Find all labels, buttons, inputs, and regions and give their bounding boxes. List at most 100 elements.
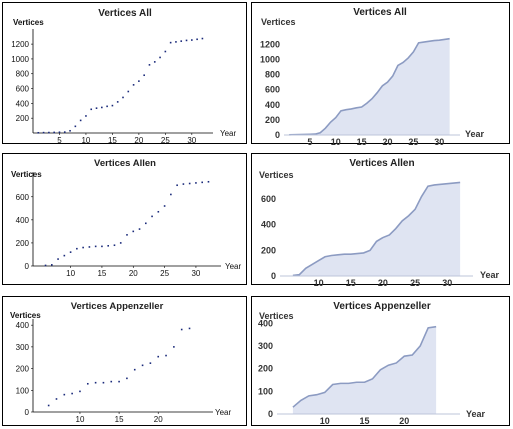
panel-all-scatter: Vertices All Vertices Year 200 400 600 800 1000… xyxy=(2,2,247,145)
data-point xyxy=(132,230,135,233)
data-point xyxy=(151,215,153,218)
panel-appenzeller-area: Vertices Appenzeller Vertices Year 0 100 200 3… xyxy=(251,296,510,426)
data-point xyxy=(118,380,120,383)
data-point xyxy=(69,129,71,132)
data-point xyxy=(74,125,77,128)
y-tick-label: 800 xyxy=(265,70,280,80)
chart-allen-area: Vertices Allen Vertices Year 0 200 400 600 10 15… xyxy=(259,158,500,286)
panel-appenzeller-scatter: Vertices Appenzeller Vertices Year 0 100 200 3… xyxy=(2,296,247,426)
x-tick-label: 15 xyxy=(357,137,367,145)
data-point xyxy=(101,245,103,248)
x-tick-label: 30 xyxy=(434,137,444,145)
data-point xyxy=(165,354,167,357)
panel-all-area: Vertices All Vertices Year 0 200 400 600 800 100… xyxy=(251,2,510,145)
chart-title: Vertices Appenzeller xyxy=(333,301,431,312)
y-tick-label: 200 xyxy=(16,239,30,248)
data-point xyxy=(157,210,160,213)
data-point xyxy=(149,362,152,364)
x-tick-label: 5 xyxy=(57,136,62,145)
x-tick-label: 5 xyxy=(307,137,312,145)
data-point xyxy=(48,131,50,134)
data-point xyxy=(132,84,135,86)
series-line xyxy=(292,181,461,277)
x-tick-label: 20 xyxy=(399,416,409,426)
x-axis-label: Year xyxy=(466,409,486,419)
data-point xyxy=(176,184,178,187)
y-axis-label: Vertices xyxy=(259,311,294,321)
data-point xyxy=(148,64,151,66)
data-point xyxy=(71,392,73,395)
data-point xyxy=(191,39,193,41)
y-axis-label: Vertices xyxy=(13,18,44,27)
y-tick-label: 300 xyxy=(16,343,30,352)
x-tick-label: 30 xyxy=(442,278,452,286)
chart-title: Vertices Appenzeller xyxy=(71,301,164,312)
data-point xyxy=(159,56,161,59)
data-point xyxy=(169,41,172,44)
x-tick-label: 20 xyxy=(383,137,393,145)
y-tick-label: 600 xyxy=(16,85,30,94)
x-tick-label: 25 xyxy=(160,269,169,278)
x-tick-label: 10 xyxy=(314,278,324,286)
data-point xyxy=(133,368,136,371)
panel-allen-scatter: Vertices Allen Vertices Year 0 200 400 600 10 15… xyxy=(2,153,247,285)
chart-title: Vertices Allen xyxy=(349,158,414,169)
data-point xyxy=(138,80,140,82)
x-tick-label: 25 xyxy=(161,136,170,145)
x-tick-label: 20 xyxy=(154,415,163,424)
data-point xyxy=(185,39,188,42)
data-point xyxy=(180,40,183,42)
data-point xyxy=(188,327,191,330)
x-axis-label: Year xyxy=(215,408,232,417)
data-point xyxy=(88,246,91,248)
x-tick-label: 10 xyxy=(331,137,341,145)
x-tick-label: 20 xyxy=(134,136,143,145)
data-point xyxy=(175,41,177,43)
y-tick-label: 800 xyxy=(16,70,30,79)
data-point xyxy=(116,101,119,103)
x-tick-label: 15 xyxy=(108,136,117,145)
y-tick-label: 400 xyxy=(265,100,280,110)
y-axis-label: Vertices xyxy=(10,311,41,320)
y-tick-label: 100 xyxy=(16,386,30,395)
data-point xyxy=(79,119,82,122)
data-point xyxy=(37,131,40,134)
data-point xyxy=(196,38,198,41)
area-fill xyxy=(292,326,437,414)
y-tick-label: 0 xyxy=(268,409,273,419)
y-tick-label: 200 xyxy=(16,114,30,123)
data-point xyxy=(113,244,116,247)
data-point xyxy=(76,247,78,250)
y-tick-label: 600 xyxy=(16,193,30,202)
data-point xyxy=(106,105,108,108)
data-point xyxy=(55,398,58,400)
data-point xyxy=(95,107,98,109)
area-fill xyxy=(292,182,461,276)
data-point xyxy=(153,61,156,63)
data-point xyxy=(82,246,84,249)
y-tick-label: 1000 xyxy=(260,54,280,64)
data-point xyxy=(143,74,145,77)
x-tick-label: 30 xyxy=(187,136,196,145)
area-fill xyxy=(289,38,450,135)
data-point xyxy=(57,258,59,260)
panel-allen-area: Vertices Allen Vertices Year 0 200 400 600 10 15… xyxy=(251,153,510,286)
y-tick-label: 0 xyxy=(271,271,276,281)
chart-allen-scatter: Vertices Allen Vertices Year 0 200 400 600 10 15… xyxy=(11,158,242,278)
data-point xyxy=(63,254,66,257)
data-point xyxy=(110,380,113,383)
x-tick-label: 10 xyxy=(320,416,330,426)
x-tick-label: 25 xyxy=(408,137,418,145)
y-tick-label: 200 xyxy=(16,365,30,374)
y-tick-label: 600 xyxy=(261,194,276,204)
x-axis-label: Year xyxy=(220,129,237,138)
x-tick-label: 10 xyxy=(66,269,75,278)
data-point xyxy=(180,328,183,331)
data-point xyxy=(188,182,191,185)
data-point xyxy=(51,264,53,266)
data-point xyxy=(126,377,128,380)
data-point xyxy=(163,205,166,207)
x-tick-label: 20 xyxy=(129,269,138,278)
y-tick-label: 1200 xyxy=(11,40,29,49)
x-axis-label: Year xyxy=(480,270,500,280)
